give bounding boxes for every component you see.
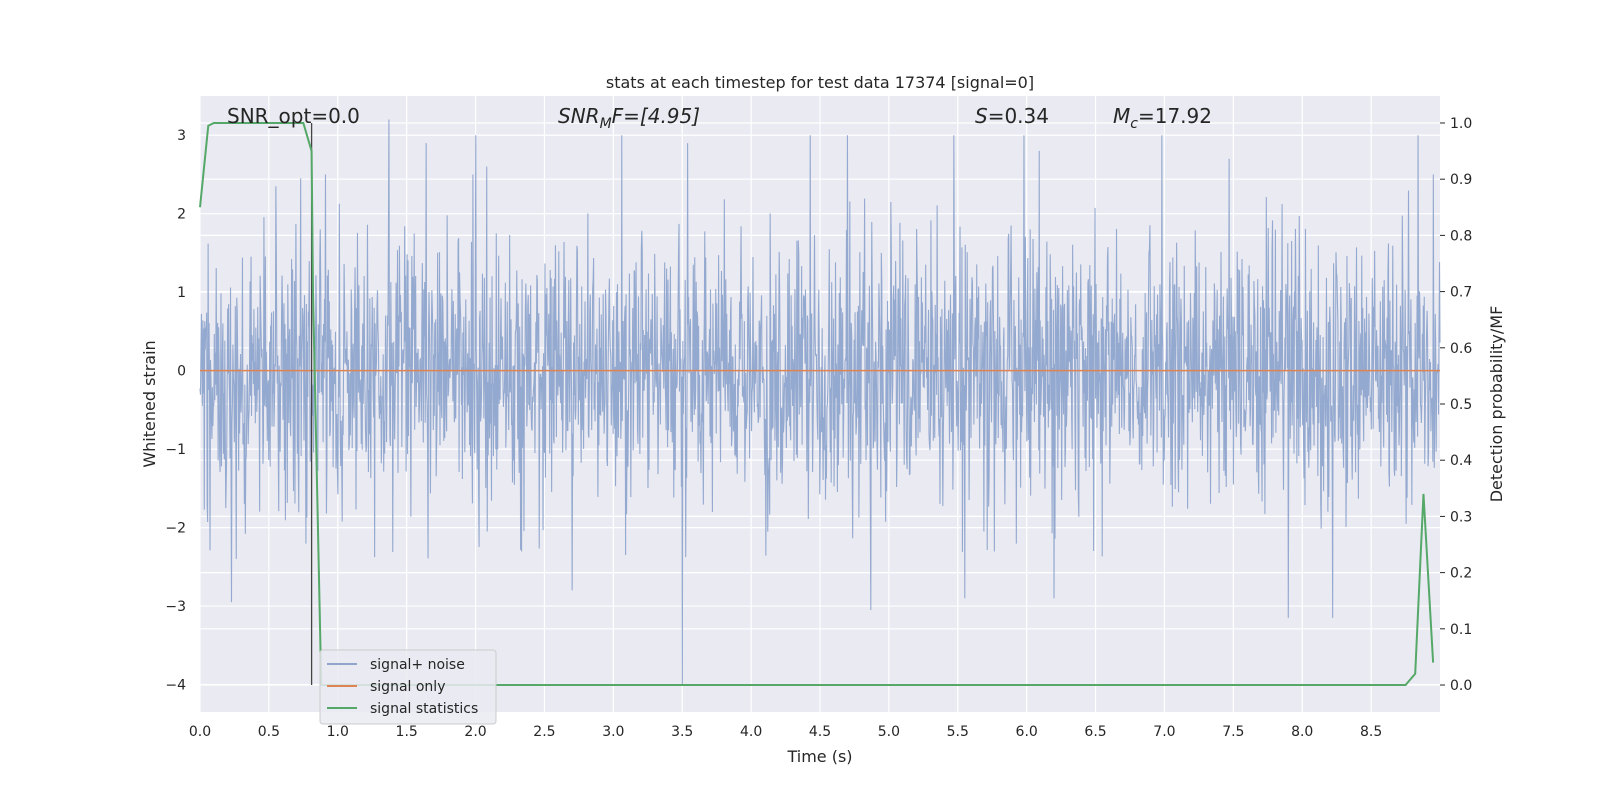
annotation-snr-mf-value: F=[4.95] xyxy=(612,104,700,128)
annotation-snr-mf-sub: M xyxy=(600,116,612,132)
y-right-tick-label: 0.6 xyxy=(1450,341,1472,357)
x-tick-label: 1.0 xyxy=(327,724,349,740)
y-right-tick-label: 0.3 xyxy=(1450,509,1472,525)
x-tick-label: 2.0 xyxy=(464,724,486,740)
x-tick-label: 8.5 xyxy=(1360,724,1382,740)
x-tick-label: 4.5 xyxy=(809,724,831,740)
annotation-s: S=0.34 xyxy=(975,104,1049,128)
legend-entry: signal statistics xyxy=(370,701,478,717)
annotation-s-value: =0.34 xyxy=(988,104,1049,128)
y-right-tick-label: 0.5 xyxy=(1450,397,1472,413)
annotation-snr-mf: SNRMF=[4.95] xyxy=(558,104,700,132)
annotation-mc-label: M xyxy=(1113,104,1130,128)
x-tick-label: 3.5 xyxy=(671,724,693,740)
y-right-tick-label: 0.7 xyxy=(1450,285,1472,301)
y-axis-label-right: Detection probability/MF xyxy=(1487,306,1506,503)
legend-entry: signal only xyxy=(370,679,445,695)
y-left-tick-label: 0 xyxy=(177,364,186,380)
x-tick-label: 0.5 xyxy=(258,724,280,740)
chart-title: stats at each timestep for test data 173… xyxy=(606,73,1034,92)
x-tick-label: 1.5 xyxy=(396,724,418,740)
y-right-tick-label: 0.0 xyxy=(1450,678,1472,694)
y-right-tick-label: 0.9 xyxy=(1450,172,1472,188)
y-right-tick-label: 0.8 xyxy=(1450,228,1472,244)
x-tick-label: 4.0 xyxy=(740,724,762,740)
x-tick-label: 7.0 xyxy=(1153,724,1175,740)
y-left-tick-label: −2 xyxy=(165,521,186,537)
y-right-tick-label: 1.0 xyxy=(1450,116,1472,132)
y-left-tick-label: 1 xyxy=(177,285,186,301)
y-left-tick-label: −3 xyxy=(165,599,186,615)
x-tick-label: 6.0 xyxy=(1016,724,1038,740)
x-tick-label: 5.0 xyxy=(878,724,900,740)
legend: signal+ noise signal only signal statistic… xyxy=(320,650,496,724)
y-left-tick-label: 3 xyxy=(177,128,186,144)
annotation-s-label: S xyxy=(975,104,988,128)
x-tick-label: 0.0 xyxy=(189,724,211,740)
y-left-tick-label: −4 xyxy=(165,678,186,694)
x-tick-label: 6.5 xyxy=(1084,724,1106,740)
x-tick-label: 5.5 xyxy=(947,724,969,740)
legend-entry: signal+ noise xyxy=(370,657,465,673)
x-tick-label: 7.5 xyxy=(1222,724,1244,740)
annotation-mc-value: =17.92 xyxy=(1138,104,1212,128)
x-tick-label: 3.0 xyxy=(602,724,624,740)
x-tick-label: 8.0 xyxy=(1291,724,1313,740)
annotation-snr-mf-label: SNR xyxy=(558,104,600,128)
y-right-tick-label: 0.4 xyxy=(1450,453,1472,469)
y-axis-label-left: Whitened strain xyxy=(140,340,159,467)
y-right-tick-label: 0.1 xyxy=(1450,622,1472,638)
y-left-tick-label: 2 xyxy=(177,207,186,223)
y-right-tick-label: 0.2 xyxy=(1450,566,1472,582)
x-axis-label: Time (s) xyxy=(786,747,852,766)
annotation-snr-opt: SNR_opt=0.0 xyxy=(227,104,360,128)
annotation-mc: Mc=17.92 xyxy=(1113,104,1212,132)
x-tick-label: 2.5 xyxy=(533,724,555,740)
y-left-tick-label: −1 xyxy=(165,442,186,458)
